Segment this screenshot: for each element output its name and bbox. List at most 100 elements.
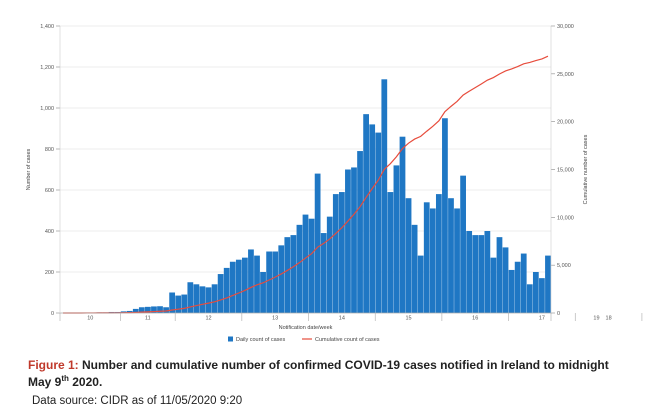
daily-bar [399, 136, 406, 313]
x-week-label: 15 [405, 316, 411, 322]
daily-bar [193, 284, 200, 313]
daily-bar [393, 165, 400, 313]
daily-bar [514, 261, 521, 313]
daily-bar [151, 306, 157, 313]
x-week-label: 12 [205, 316, 211, 322]
daily-bar [205, 287, 212, 313]
daily-bar [308, 218, 315, 313]
daily-bar [163, 307, 169, 313]
y2-tick-label: 15,000 [557, 168, 574, 174]
data-source: Data source: CIDR as of 11/05/2020 9:20 [32, 395, 243, 407]
x-week-label: 19 [593, 316, 599, 322]
daily-bar [229, 261, 236, 313]
daily-bar [417, 255, 424, 313]
y-tick-label: 1,400 [40, 24, 54, 30]
daily-bar [466, 231, 473, 313]
x-week-label: 13 [272, 316, 278, 322]
daily-bar [320, 233, 327, 313]
daily-bar [435, 194, 442, 313]
daily-bar [448, 198, 454, 313]
y2-tick-label: 5,000 [557, 263, 571, 269]
daily-bar [260, 272, 266, 313]
y2-axis-title: Cumulative number of cases [583, 134, 589, 204]
daily-bar [272, 251, 279, 313]
axes: 0 200 400 600 800 1,000 1,200 1,400 0 5,000 10,000… [26, 24, 643, 331]
daily-bar [381, 79, 388, 313]
daily-bar [460, 175, 466, 313]
daily-bar [442, 118, 448, 313]
daily-bar [484, 231, 491, 313]
daily-bar [169, 292, 176, 313]
daily-bar [211, 284, 218, 313]
daily-bar [545, 255, 551, 313]
y-tick-label: 1,000 [40, 106, 54, 112]
y-tick-label: 1,200 [40, 65, 54, 71]
daily-bar [490, 257, 497, 313]
daily-bar [423, 202, 430, 313]
y2-tick-label: 20,000 [557, 120, 574, 126]
daily-bar [478, 235, 485, 313]
y-tick-label: 800 [45, 147, 54, 153]
daily-bar [338, 192, 345, 313]
x-week-label: 10 [87, 316, 93, 322]
x-week-label: 18 [606, 316, 612, 322]
daily-bar [181, 294, 188, 313]
y-tick-label: 400 [45, 229, 54, 235]
daily-bar [278, 245, 285, 313]
daily-bar [332, 194, 339, 313]
daily-bar [223, 267, 230, 313]
y2-tick-label: 30,000 [557, 24, 574, 30]
caption-text-end: 2020. [68, 375, 103, 389]
daily-bar [242, 257, 248, 313]
y2-tick-label: 25,000 [557, 72, 574, 78]
legend-bar-swatch [228, 336, 233, 342]
cumulative-line-group [63, 55, 549, 314]
y-axis-title: Number of cases [26, 148, 32, 190]
daily-bar [411, 224, 418, 313]
caption-text: Number and cumulative number of confirme… [28, 358, 609, 389]
daily-bar [126, 310, 133, 313]
combo-chart: 0 200 400 600 800 1,000 1,200 1,400 0 5,000 10,000… [26, 24, 643, 343]
legend: Daily count of cases Cumulative count of … [228, 336, 380, 343]
daily-bar [326, 216, 333, 313]
daily-bar [217, 274, 224, 313]
daily-bar [357, 151, 363, 313]
daily-bars [66, 79, 551, 314]
daily-bar [502, 247, 509, 313]
figure-label: Figure 1: [28, 358, 79, 372]
daily-bar [132, 308, 139, 313]
daily-bar [520, 253, 527, 313]
daily-bar [405, 198, 412, 313]
daily-bar [508, 269, 515, 313]
daily-bar [526, 284, 533, 313]
daily-bar [351, 167, 357, 313]
daily-bar [187, 282, 194, 313]
x-week-label: 17 [539, 316, 545, 322]
daily-bar [138, 307, 145, 313]
daily-bar [314, 173, 321, 313]
y2-tick-label: 10,000 [557, 215, 574, 221]
y-tick-label: 0 [51, 311, 54, 317]
daily-bar [387, 192, 394, 313]
daily-bar [454, 208, 460, 313]
caption-superscript: th [61, 374, 69, 383]
daily-bar [369, 124, 376, 314]
x-axis-title: Notification date/week [279, 325, 333, 331]
daily-bar [429, 208, 436, 313]
daily-bar [157, 306, 163, 313]
y2-tick-label: 0 [557, 311, 560, 317]
gridlines [60, 25, 551, 273]
daily-bar [345, 169, 351, 313]
daily-bar [248, 249, 254, 313]
y-tick-label: 200 [45, 270, 54, 276]
x-week-label: 16 [472, 316, 478, 322]
figure-caption: Figure 1: Number and cumulative number o… [28, 357, 628, 391]
daily-bar [284, 237, 291, 313]
daily-bar [302, 214, 309, 313]
daily-bar [145, 306, 151, 313]
legend-label-cumulative: Cumulative count of cases [315, 337, 380, 343]
daily-bar [472, 235, 479, 313]
daily-bar [296, 224, 303, 313]
legend-label-daily: Daily count of cases [236, 337, 285, 343]
x-week-label: 14 [339, 316, 345, 322]
